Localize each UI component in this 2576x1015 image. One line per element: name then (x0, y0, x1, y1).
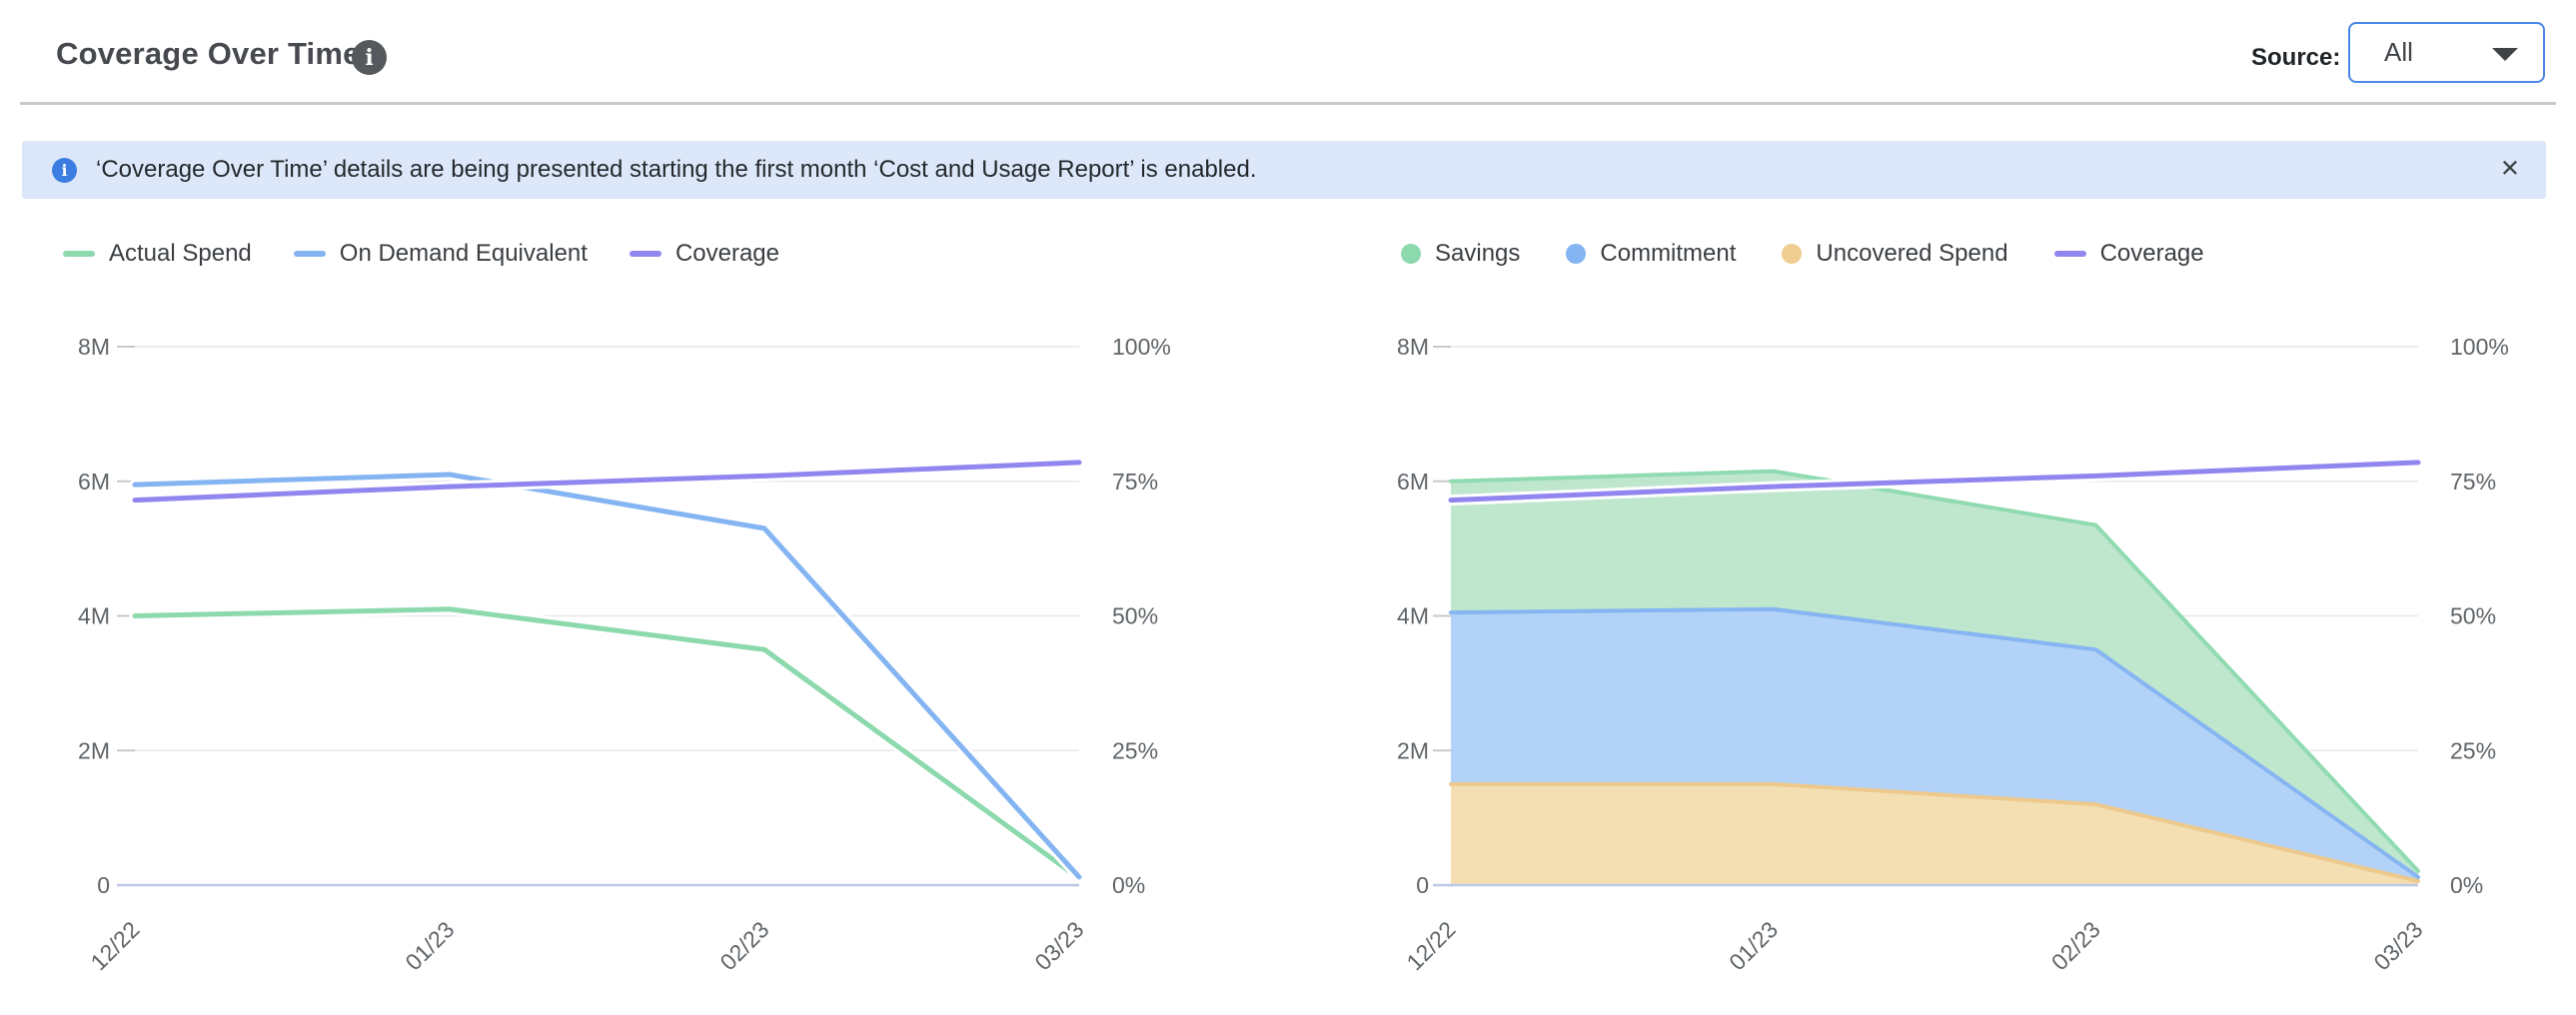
area-edge-commitment (1449, 606, 2420, 879)
coverage-charts[interactable]: 0 2M 4M 6M 8M 0% 25% 50% 75% 100% 12/22 01/23 02/23 0… (0, 230, 2576, 1015)
legend-label: Coverage (674, 240, 779, 267)
y-right-tick-label: 75% (1112, 469, 1158, 495)
legend-line-marker (629, 251, 661, 257)
source-dropdown-value: All (2384, 37, 2413, 67)
legend-label: Coverage (2099, 240, 2204, 267)
y-right-tick-label: 25% (2450, 737, 2496, 763)
legend-label: Commitment (1600, 240, 1737, 267)
y-left-tick-label: 2M (78, 737, 110, 763)
legend-label: On Demand Equivalent (339, 240, 588, 267)
close-icon[interactable]: ✕ (2499, 155, 2520, 183)
line-chart-legend: Actual Spend On Demand Equivalent Coverage (63, 240, 779, 268)
y-right-tick-label: 0% (2450, 872, 2483, 898)
y-right-tick-label: 100% (1112, 334, 1171, 360)
legend-circle-marker (1566, 244, 1587, 264)
info-banner-text: ‘Coverage Over Time’ details are being p… (96, 156, 1257, 183)
x-tick-label: 02/23 (714, 916, 773, 975)
legend-item-coverage[interactable]: Coverage (2053, 240, 2204, 268)
x-tick-label: 01/23 (1724, 916, 1783, 975)
legend-circle-marker (1401, 244, 1421, 264)
area-savings (1451, 471, 2418, 877)
legend-item-commitment[interactable]: Commitment (1566, 240, 1736, 268)
y-left-tick-label: 0 (1416, 872, 1429, 898)
y-right-tick-label: 50% (2450, 603, 2496, 629)
savings-breakdown-chart[interactable]: 0 2M 4M 6M 8M 0% 25% 50% 75% 100% 12/22 01/23 02/23 0… (1397, 334, 2509, 975)
header-divider (20, 102, 2556, 105)
y-right-tick-label: 100% (2450, 334, 2509, 360)
legend-label: Savings (1435, 240, 1521, 267)
legend-item-savings[interactable]: Savings (1401, 240, 1520, 268)
x-tick-label: 03/23 (2368, 916, 2427, 975)
legend-line-marker (293, 251, 326, 257)
y-right-tick-label: 75% (2450, 469, 2496, 495)
y-left-tick-label: 6M (1397, 469, 1429, 495)
page-title: Coverage Over Time (56, 36, 361, 71)
x-tick-label: 12/22 (1401, 916, 1460, 975)
actual-vs-ondemand-chart[interactable]: 0 2M 4M 6M 8M 0% 25% 50% 75% 100% 12/22 01/23 02/23 0… (78, 334, 1171, 975)
source-label: Source: (2251, 44, 2341, 71)
info-icon: i (52, 157, 77, 183)
legend-circle-marker (1782, 244, 1803, 264)
chevron-down-icon (2492, 47, 2518, 61)
info-icon[interactable]: i (352, 40, 387, 75)
legend-label: Uncovered Spend (1816, 240, 2008, 267)
series-halo (129, 469, 1085, 883)
legend-item-on-demand-equivalent[interactable]: On Demand Equivalent (293, 240, 588, 268)
y-left-tick-label: 0 (97, 872, 110, 898)
area-edge-uncovered-spend (1449, 781, 2420, 883)
x-tick-label: 03/23 (1029, 916, 1088, 975)
y-left-tick-label: 4M (78, 603, 110, 629)
y-left-tick-label: 6M (78, 469, 110, 495)
y-left-tick-label: 8M (1397, 334, 1429, 360)
y-right-tick-label: 25% (1112, 737, 1158, 763)
area-edge-savings (1449, 469, 2420, 873)
legend-item-actual-spend[interactable]: Actual Spend (63, 240, 252, 268)
legend-label: Actual Spend (109, 240, 252, 267)
source-dropdown[interactable]: All (2348, 22, 2545, 83)
x-tick-label: 12/22 (85, 916, 144, 975)
legend-line-marker (63, 251, 95, 257)
legend-line-marker (2053, 251, 2086, 257)
area-commitment (1451, 608, 2418, 881)
y-left-tick-label: 8M (78, 334, 110, 360)
area-chart-legend: Savings Commitment Uncovered Spend Coverage (1401, 240, 2204, 268)
y-right-tick-label: 0% (1112, 872, 1145, 898)
y-left-tick-label: 2M (1397, 737, 1429, 763)
series-halo (129, 603, 1085, 884)
series-coverage-line (1448, 460, 2421, 504)
info-banner: i ‘Coverage Over Time’ details are being… (22, 141, 2546, 199)
series-on-demand-equivalent-line (132, 472, 1082, 880)
y-right-tick-label: 50% (1112, 603, 1158, 629)
x-tick-label: 02/23 (2046, 916, 2105, 975)
legend-item-uncovered-spend[interactable]: Uncovered Spend (1782, 240, 2008, 268)
y-left-tick-label: 4M (1397, 603, 1429, 629)
series-coverage-line (132, 460, 1082, 504)
x-tick-label: 01/23 (400, 916, 459, 975)
series-actual-spend-line (132, 606, 1082, 881)
area-uncovered-spend (1451, 783, 2418, 885)
legend-item-coverage[interactable]: Coverage (629, 240, 779, 268)
